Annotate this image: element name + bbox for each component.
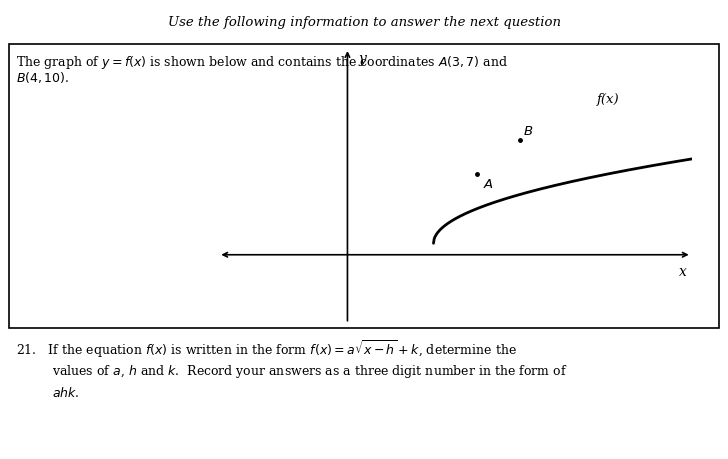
Text: Use the following information to answer the next question: Use the following information to answer …	[167, 16, 561, 29]
Text: $ahk$.: $ahk$.	[52, 386, 80, 401]
Text: 21.   If the equation $f(x)$ is written in the form $f(x) = a\sqrt{x-h} + k$, de: 21. If the equation $f(x)$ is written in…	[16, 339, 517, 360]
Text: $B$: $B$	[523, 125, 533, 138]
Text: values of $a$, $h$ and $k$.  Record your answers as a three digit number in the : values of $a$, $h$ and $k$. Record your …	[52, 363, 568, 380]
Text: $A$: $A$	[483, 178, 494, 191]
Text: $B(4, 10)$.: $B(4, 10)$.	[16, 70, 69, 85]
Text: f(x): f(x)	[597, 93, 620, 106]
Text: y: y	[358, 52, 366, 66]
Text: x: x	[679, 265, 687, 279]
Text: The graph of $y = f(x)$ is shown below and contains the coordinates $A(3, 7)$ an: The graph of $y = f(x)$ is shown below a…	[16, 54, 508, 71]
